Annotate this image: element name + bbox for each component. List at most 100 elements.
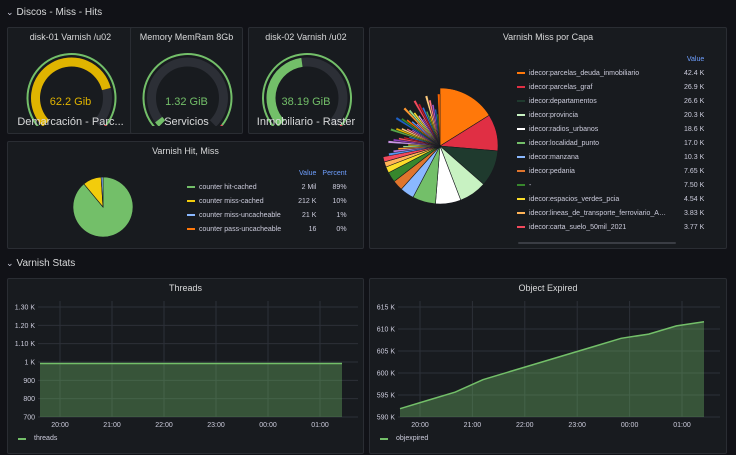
y-tick-label: 1.10 K — [15, 341, 36, 348]
legend-series: idecor:departamentos — [514, 94, 674, 108]
x-tick-label: 00:00 — [259, 422, 277, 429]
pie-slice-minor — [413, 99, 441, 147]
legend-swatch — [517, 141, 525, 144]
legend-value: 3.77 K — [684, 223, 705, 231]
col-value-header[interactable]: Value — [686, 55, 705, 63]
pie-slice-minor — [402, 145, 441, 148]
legend-swatch — [517, 225, 525, 228]
legend-series: counter hit-cached — [184, 180, 284, 194]
legend-value: 10.3 K — [684, 153, 705, 161]
chevron-down-icon: ⌄ — [6, 258, 14, 268]
legend-scrollbar[interactable] — [518, 242, 676, 244]
legend-row[interactable]: idecor:parcelas_graf 26.9 K — [514, 80, 707, 94]
pie-slice — [439, 87, 490, 147]
series-area — [40, 363, 342, 417]
gauge-value: 1.32 GiB — [165, 96, 208, 108]
pie-slice-minor — [397, 145, 441, 151]
col-percent-header[interactable]: Percent — [322, 169, 347, 177]
legend-series-name: idecor:manzana — [529, 153, 579, 161]
panel-title: Varnish Miss por Capa — [502, 32, 594, 42]
panel-title: disk-02 Varnish /u02 — [265, 32, 347, 42]
x-tick-label: 22:00 — [516, 422, 534, 429]
gauge-label: Servicios — [164, 116, 209, 128]
legend-percent: 1% — [336, 211, 347, 219]
legend-swatch — [517, 197, 525, 200]
legend-row[interactable]: idecor:carta_suelo_50mil_2021 3.77 K — [514, 220, 707, 234]
pie-slice-minor — [424, 95, 441, 147]
legend-row[interactable]: idecor:radios_urbanos 18.6 K — [514, 122, 707, 136]
expired-legend[interactable]: objexpired — [380, 435, 428, 442]
legend-row[interactable]: idecor:lineas_de_transporte_ferroviario_… — [514, 206, 707, 220]
legend-series: idecor:manzana — [514, 150, 674, 164]
legend-row[interactable]: idecor:parcelas_deuda_inmobiliario 42.4 K — [514, 66, 707, 80]
hitmiss-panel[interactable]: Varnish Hit, Miss Value Percent counter … — [7, 141, 364, 249]
legend-row[interactable]: idecor:provincia 20.3 K — [514, 108, 707, 122]
gauge-panel-disk01[interactable]: disk-01 Varnish /u02 62.2 Gib Demarcació… — [7, 27, 134, 134]
x-tick-label: 01:00 — [311, 422, 329, 429]
y-tick-label: 590 K — [377, 415, 396, 422]
gauge-threshold-critical — [220, 124, 223, 126]
legend-series-name: idecor:localidad_punto — [529, 139, 600, 147]
legend-series: idecor:carta_suelo_50mil_2021 — [514, 220, 674, 234]
row-stats[interactable]: ⌄ Varnish Stats — [6, 258, 75, 269]
legend-value: 21 K — [302, 211, 317, 219]
pie-slice-minor — [413, 111, 441, 147]
legend-row[interactable]: idecor:manzana 10.3 K — [514, 150, 707, 164]
legend-swatch — [517, 169, 525, 172]
pie-slice-minor — [431, 104, 441, 147]
gauge-panel-disk02[interactable]: disk-02 Varnish /u02 38.19 GiB Inmobilia… — [248, 27, 364, 134]
legend-row[interactable]: counter miss-uncacheable 21 K 1% — [184, 208, 350, 222]
panel-title: Memory MemRam 8Gb — [139, 32, 234, 42]
legend-row[interactable]: idecor:espacios_verdes_pcia 4.54 K — [514, 192, 707, 206]
legend-value: 7.65 K — [684, 167, 705, 175]
y-tick-label: 800 — [23, 396, 35, 403]
legend-value: 4.54 K — [684, 195, 705, 203]
row-discos[interactable]: ⌄ Discos - Miss - Hits — [6, 7, 102, 18]
legend-series-name: idecor:lineas_de_transporte_ferroviario_… — [529, 209, 674, 217]
legend-row[interactable]: counter pass-uncacheable 16 0% — [184, 222, 350, 236]
misspie-panel[interactable]: Varnish Miss por Capa Value idecor:parce… — [369, 27, 727, 249]
legend-series-name: counter miss-uncacheable — [199, 211, 281, 219]
legend-series: counter miss-cached — [184, 194, 284, 208]
gauge-fill — [31, 57, 111, 126]
panel-title: Threads — [168, 283, 203, 293]
pie-slice-minor — [388, 145, 441, 156]
panel-title: Varnish Hit, Miss — [152, 146, 219, 156]
y-tick-label: 595 K — [377, 393, 396, 400]
legend-value: 212 K — [298, 197, 317, 205]
legend-series: counter miss-uncacheable — [184, 208, 284, 222]
y-tick-label: 700 — [23, 415, 35, 422]
legend-series: idecor:espacios_verdes_pcia — [514, 192, 674, 206]
legend-series-name: idecor:departamentos — [529, 97, 597, 105]
legend-row[interactable]: counter miss-cached 212 K 10% — [184, 194, 350, 208]
col-value-header[interactable]: Value — [299, 169, 317, 177]
hitmiss-legend: Value Percent counter hit-cached 2 Mil 89%… — [184, 166, 350, 236]
legend-value: 18.6 K — [684, 125, 705, 133]
legend-value: 16 — [308, 225, 317, 233]
legend-row[interactable]: idecor:departamentos 26.6 K — [514, 94, 707, 108]
legend-row[interactable]: idecor:localidad_punto 17.0 K — [514, 136, 707, 150]
threads-legend[interactable]: threads — [18, 435, 57, 442]
gauge-panel-memory[interactable]: Memory MemRam 8Gb 1.32 GiB Servicios — [130, 27, 243, 134]
legend-row[interactable]: counter hit-cached 2 Mil 89% — [184, 180, 350, 194]
threads-panel[interactable]: Threads 1.30 K 1.20 K 1.10 K 1 K 900 800 700 20… — [7, 278, 364, 454]
legend-series-name: idecor:provincia — [529, 111, 579, 119]
panel-title: Object Expired — [518, 283, 578, 293]
legend-row[interactable]: - 7.50 K — [514, 178, 707, 192]
legend-value: 26.6 K — [684, 97, 705, 105]
legend-value: 17.0 K — [684, 139, 705, 147]
y-tick-label: 1.30 K — [15, 305, 36, 312]
legend-value: 42.4 K — [684, 69, 705, 77]
y-tick-label: 600 K — [377, 371, 396, 378]
legend-series-name: counter hit-cached — [199, 183, 257, 191]
miss-pie — [382, 87, 499, 205]
expired-panel[interactable]: Object Expired 615 K 610 K 605 K 600 K 595 K… — [369, 278, 727, 454]
legend-row[interactable]: idecor:pedania 7.65 K — [514, 164, 707, 178]
legend-value: 20.3 K — [684, 111, 705, 119]
legend-swatch — [517, 85, 525, 88]
y-tick-label: 1 K — [24, 360, 35, 367]
legend-percent: 0% — [336, 225, 347, 233]
legend-series: idecor:pedania — [514, 164, 674, 178]
expired-chart: 615 K 610 K 605 K 600 K 595 K 590 K 20:00 21:00… — [377, 301, 720, 429]
gauge-value: 38.19 GiB — [281, 96, 331, 108]
